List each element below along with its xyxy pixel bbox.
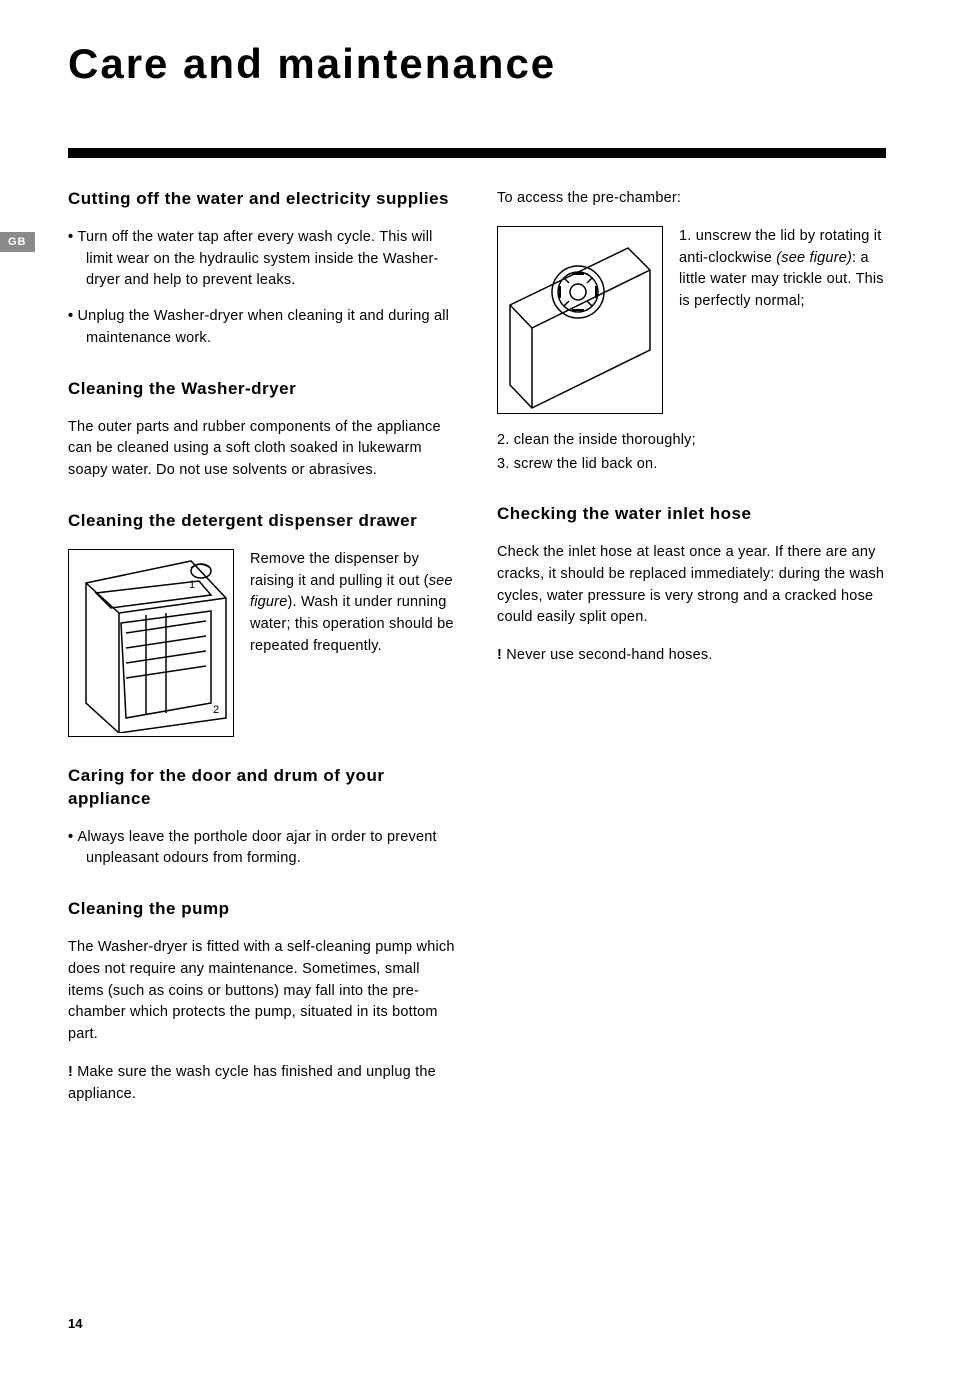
heading-cutting-off: Cutting off the water and electricity su… (68, 188, 457, 211)
step-text: 3. screw the lid back on. (497, 454, 886, 476)
section-cleaning-washer: Cleaning the Washer-dryer The outer part… (68, 378, 457, 482)
left-column: Cutting off the water and electricity su… (68, 188, 457, 1133)
step-text: 2. clean the inside thoroughly; (497, 430, 886, 452)
intro-text: To access the pre-chamber: (497, 188, 886, 210)
page-title: Care and maintenance (68, 40, 954, 88)
section-inlet-hose: Checking the water inlet hose Check the … (497, 503, 886, 667)
heading-inlet-hose: Checking the water inlet hose (497, 503, 886, 526)
language-tab-gb: GB (0, 232, 35, 252)
text-fragment: Make sure the wash cycle has finished an… (68, 1064, 436, 1102)
heading-cleaning-pump: Cleaning the pump (68, 898, 457, 921)
paragraph: The Washer-dryer is fitted with a self-c… (68, 937, 457, 1046)
svg-text:2: 2 (213, 704, 219, 716)
bullet-list-supplies: Turn off the water tap after every wash … (68, 227, 457, 350)
figure-row-drawer: 1 2 Remove the dispenser by raising it a… (68, 549, 457, 737)
figure-dispenser-drawer: 1 2 (68, 549, 234, 737)
text-fragment: Remove the dispenser by raising it and p… (250, 551, 429, 589)
figure-caption-lid: 1. unscrew the lid by rotating it anti-c… (679, 226, 886, 414)
right-column: To access the pre-chamber: (497, 188, 886, 1133)
bullet-item: Turn off the water tap after every wash … (68, 227, 457, 292)
warning-text: ! Never use second-hand hoses. (497, 645, 886, 667)
heading-cleaning-washer: Cleaning the Washer-dryer (68, 378, 457, 401)
paragraph: Check the inlet hose at least once a yea… (497, 542, 886, 629)
paragraph: The outer parts and rubber components of… (68, 417, 457, 482)
text-fragment: Never use second-hand hoses. (502, 647, 713, 663)
bullet-list-door: Always leave the porthole door ajar in o… (68, 827, 457, 871)
figure-row-lid: 1. unscrew the lid by rotating it anti-c… (497, 226, 886, 414)
bullet-item: Unplug the Washer-dryer when cleaning it… (68, 306, 457, 350)
horizontal-divider (68, 148, 886, 158)
figure-lid (497, 226, 663, 414)
page-number: 14 (68, 1316, 82, 1331)
svg-text:1: 1 (189, 579, 195, 591)
section-cutting-off: Cutting off the water and electricity su… (68, 188, 457, 350)
section-cleaning-drawer: Cleaning the detergent dispenser drawer (68, 510, 457, 737)
section-door-drum: Caring for the door and drum of your app… (68, 765, 457, 870)
section-cleaning-pump: Cleaning the pump The Washer-dryer is fi… (68, 898, 457, 1105)
heading-cleaning-drawer: Cleaning the detergent dispenser drawer (68, 510, 457, 533)
figure-caption-drawer: Remove the dispenser by raising it and p… (250, 549, 457, 737)
bullet-item: Always leave the porthole door ajar in o… (68, 827, 457, 871)
content-columns: Cutting off the water and electricity su… (68, 188, 886, 1133)
drawer-illustration-icon: 1 2 (71, 553, 231, 733)
heading-door-drum: Caring for the door and drum of your app… (68, 765, 457, 811)
lid-illustration-icon (500, 230, 660, 410)
text-see-figure: (see figure) (776, 250, 852, 266)
warning-text: ! Make sure the wash cycle has finished … (68, 1062, 457, 1106)
